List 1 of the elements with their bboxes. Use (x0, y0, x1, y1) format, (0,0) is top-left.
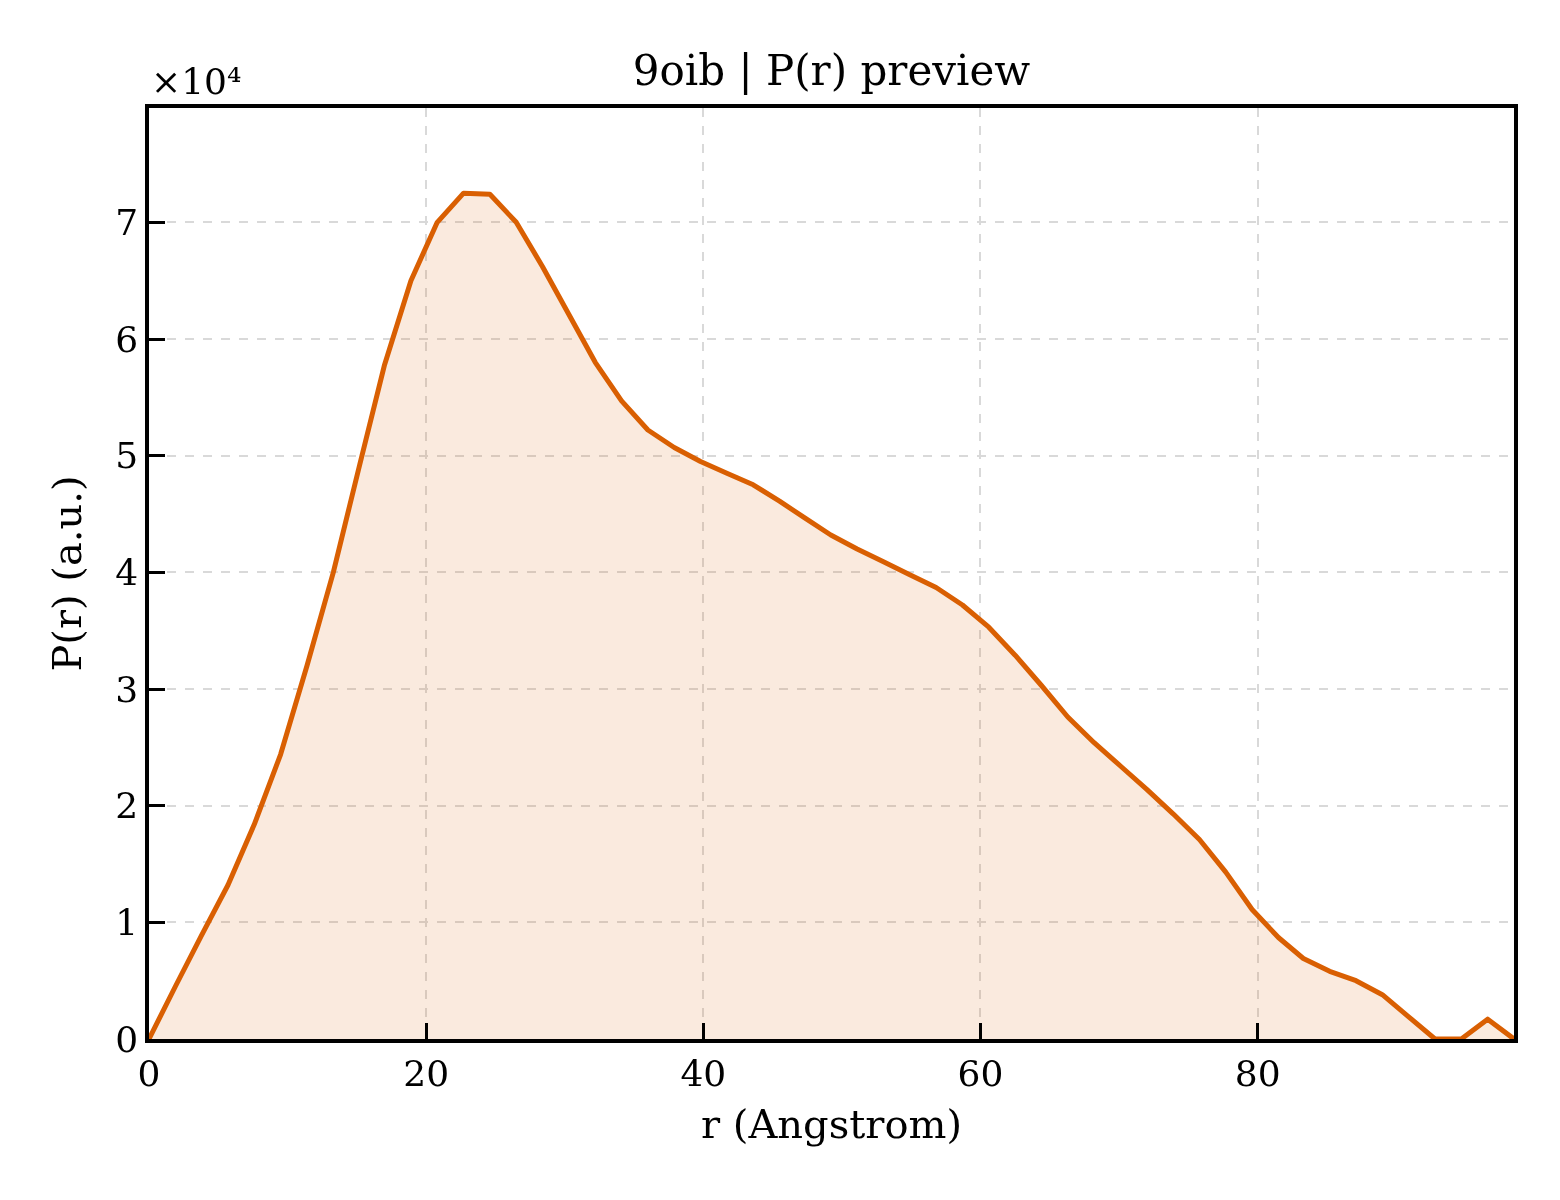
x-tick-label: 80 (1234, 1052, 1281, 1094)
